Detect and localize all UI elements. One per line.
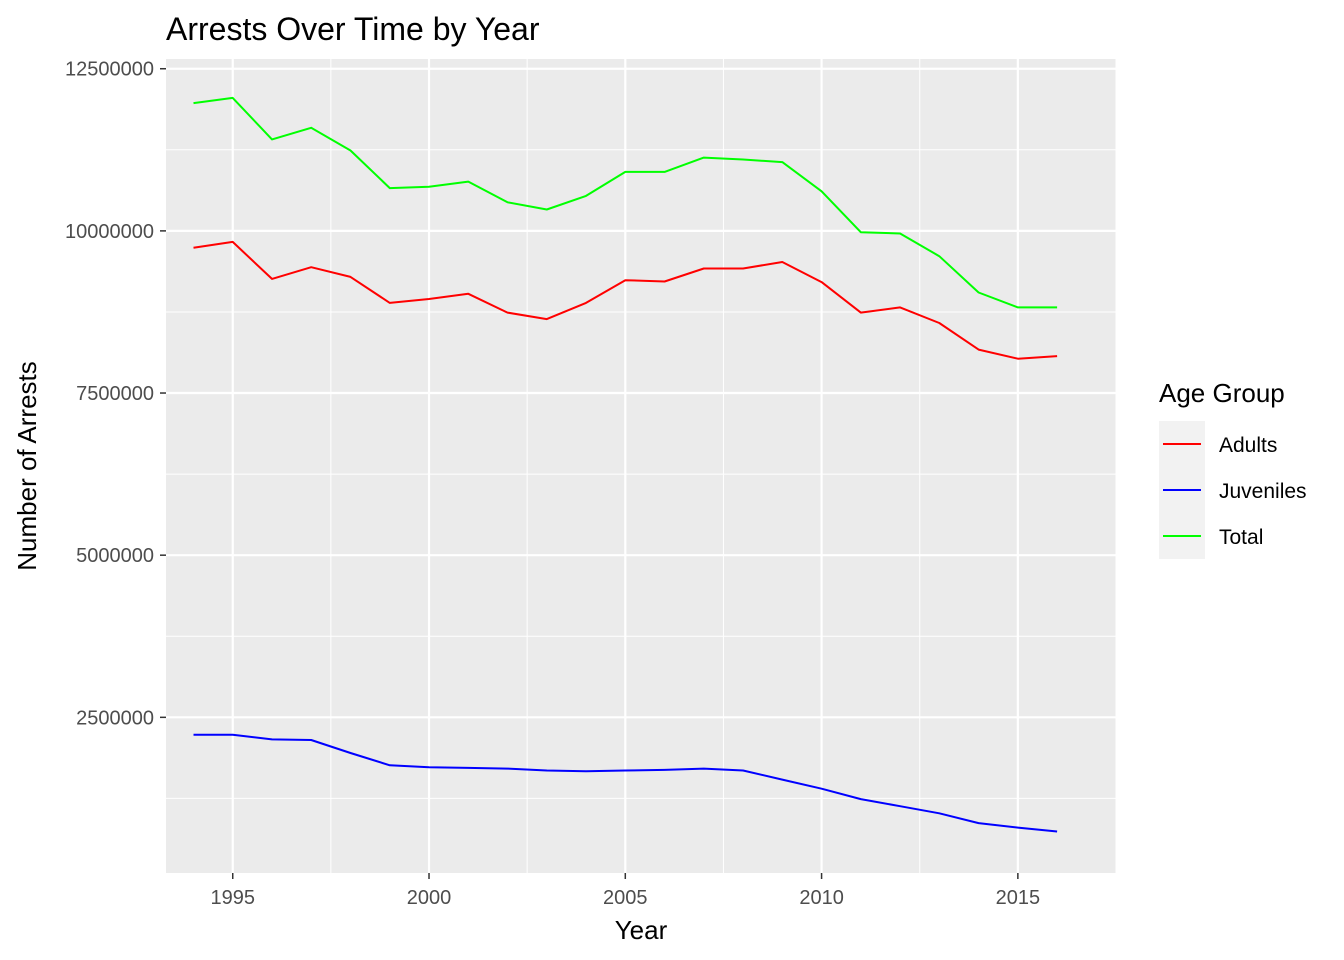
- x-tick-label: 2000: [407, 887, 452, 909]
- legend-label-total: Total: [1219, 526, 1263, 549]
- y-axis-title: Number of Arrests: [12, 361, 42, 571]
- major-y-gridlines: [166, 67, 1116, 719]
- legend-label-adults: Adults: [1219, 434, 1277, 457]
- chart-title: Arrests Over Time by Year: [166, 11, 540, 47]
- y-tick-label: 5000000: [76, 545, 154, 567]
- series-line-total: [193, 96, 1058, 309]
- series-line-adults: [193, 240, 1058, 360]
- legend-items: Adults Juveniles Total: [1159, 421, 1307, 559]
- x-tick-label: 1995: [210, 887, 255, 909]
- minor-x-gridlines: [330, 59, 1117, 873]
- x-axis: 1995 2000 2005 2010 2015: [210, 873, 1040, 909]
- legend-label-juveniles: Juveniles: [1219, 480, 1307, 503]
- x-axis-title: Year: [615, 915, 668, 945]
- legend-title: Age Group: [1159, 378, 1285, 408]
- y-axis: 2500000 5000000 7500000 10000000 12500000: [65, 59, 166, 729]
- y-tick-label: 10000000: [65, 221, 154, 243]
- plot-panel: [166, 59, 1116, 873]
- legend: Age Group Adults Juveniles Total: [1159, 378, 1307, 559]
- x-tick-label: 2010: [799, 887, 844, 909]
- y-tick-label: 12500000: [65, 59, 154, 81]
- series-lines: [193, 96, 1058, 833]
- y-tick-label: 2500000: [76, 707, 154, 729]
- x-tick-label: 2015: [996, 887, 1041, 909]
- y-tick-label: 7500000: [76, 383, 154, 405]
- minor-y-gridlines: [166, 149, 1116, 799]
- major-x-gridlines: [231, 59, 1019, 873]
- series-line-juveniles: [193, 733, 1058, 833]
- x-tick-label: 2005: [603, 887, 648, 909]
